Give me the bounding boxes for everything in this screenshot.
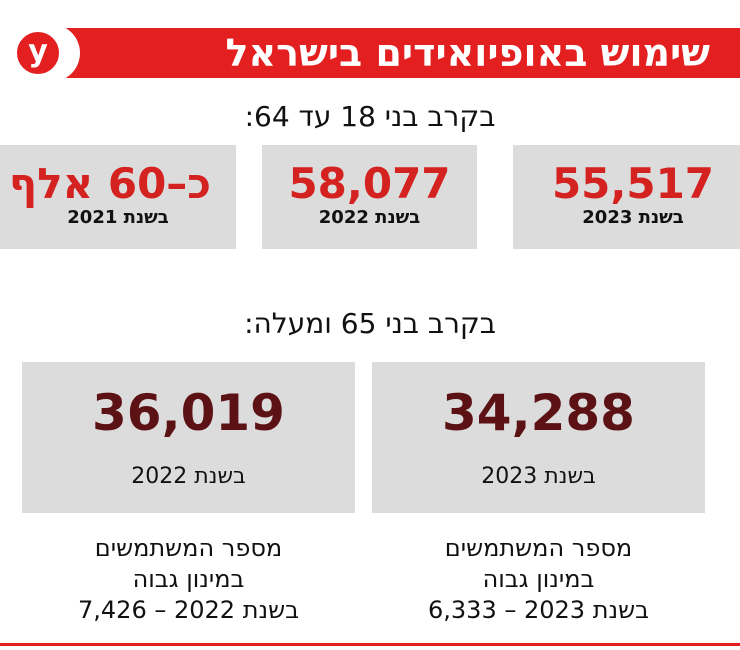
note-line: במינון גבוה xyxy=(482,565,595,593)
bottom-rule xyxy=(0,643,740,646)
stat-card: 58,077 בשנת 2022 xyxy=(262,145,477,249)
note-line: בשנת 2022 – 7,426 xyxy=(78,596,299,624)
header-bar xyxy=(0,28,740,78)
stat-card: כ–60 אלף בשנת 2021 xyxy=(0,145,236,249)
note-line: במינון גבוה xyxy=(132,565,245,593)
section-heading: בקרב בני 65 ומעלה: xyxy=(244,307,496,340)
title: שימוש באופיואידים בישראל xyxy=(225,31,710,75)
note: מספר המשתמשים במינון גבוה בשנת 2022 – 7,… xyxy=(22,533,355,626)
stat-year: בשנת 2023 xyxy=(481,464,596,489)
note: מספר המשתמשים במינון גבוה בשנת 2023 – 6,… xyxy=(372,533,705,626)
stat-number: 34,288 xyxy=(442,384,635,442)
stat-card: 55,517 בשנת 2023 xyxy=(513,145,740,249)
stat-card: 36,019 בשנת 2022 xyxy=(22,362,355,513)
logo: y xyxy=(14,29,62,77)
stat-year: בשנת 2022 xyxy=(131,464,246,489)
note-line: בשנת 2023 – 6,333 xyxy=(428,596,649,624)
stat-number: 55,517 xyxy=(551,159,715,208)
stat-year: בשנת 2021 xyxy=(67,207,169,228)
stat-year: בשנת 2022 xyxy=(318,207,421,228)
stat-year: בשנת 2023 xyxy=(582,207,684,228)
stat-number: 58,077 xyxy=(288,159,451,208)
section-heading: בקרב בני 18 עד 64: xyxy=(244,100,496,133)
stat-number: כ–60 אלף xyxy=(8,159,212,208)
stat-card: 34,288 בשנת 2023 xyxy=(372,362,705,513)
note-line: מספר המשתמשים xyxy=(94,534,283,562)
stat-number: 36,019 xyxy=(92,384,285,442)
note-line: מספר המשתמשים xyxy=(444,534,633,562)
